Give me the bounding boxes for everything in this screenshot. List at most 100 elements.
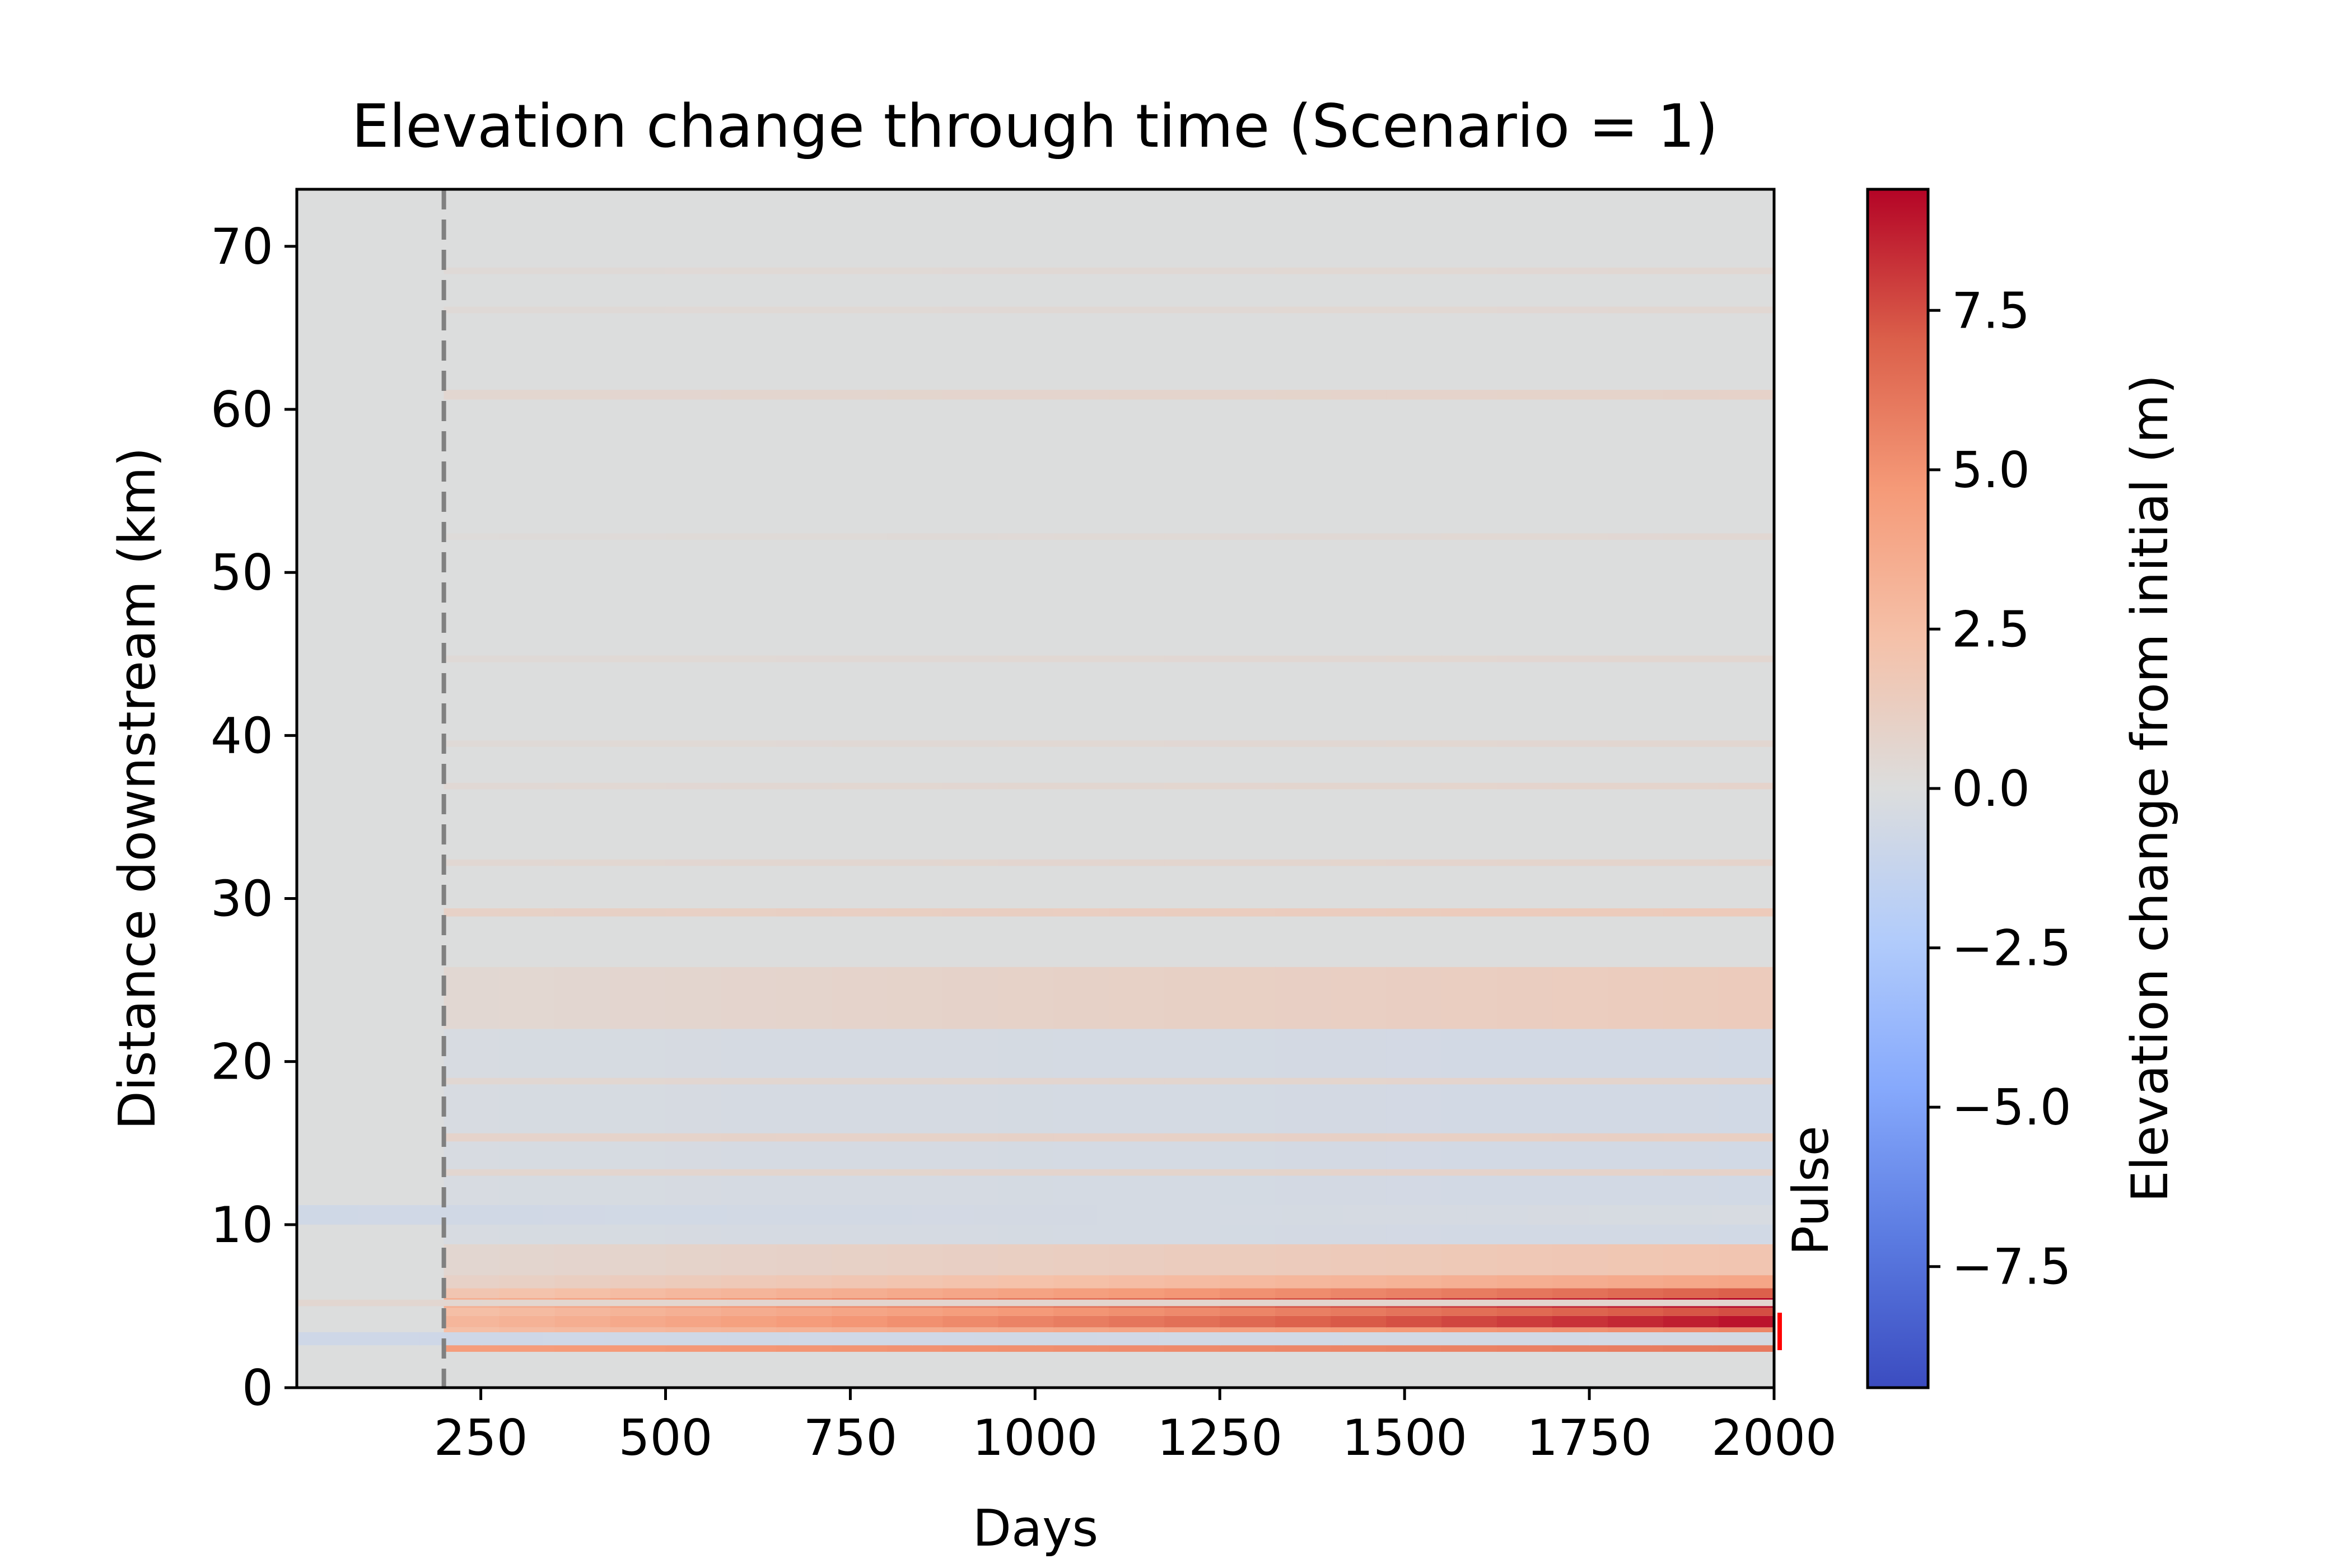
heatmap-cell (610, 267, 666, 274)
heatmap-cell (1497, 1133, 1553, 1142)
heatmap-cell (444, 1244, 500, 1276)
heatmap-cell (1552, 1077, 1609, 1085)
heatmap-cell (776, 1133, 833, 1142)
heatmap-cell (1719, 908, 1774, 917)
heatmap-cell (1552, 908, 1609, 917)
heatmap-cell (554, 740, 611, 747)
heatmap-cell (1663, 533, 1720, 540)
heatmap-cell (998, 859, 1054, 866)
heatmap-cell (887, 1315, 944, 1328)
heatmap-cell (610, 967, 666, 1029)
heatmap-cell (1275, 1308, 1332, 1316)
heatmap-cell (444, 740, 500, 747)
heatmap-cell (665, 1288, 722, 1298)
heatmap-cell (1164, 306, 1221, 314)
heatmap-cell (444, 655, 500, 662)
heatmap-cell (1220, 1288, 1276, 1298)
heatmap-cell (1220, 1244, 1276, 1276)
heatmap-cell (499, 1077, 556, 1085)
heatmap-cell (1651, 1332, 1714, 1346)
heatmap-cell (727, 1299, 790, 1306)
heatmap-cell (998, 1244, 1054, 1276)
heatmap-cell (721, 1169, 777, 1176)
heatmap-cell (444, 533, 500, 540)
y-tick-label: 50 (211, 544, 273, 601)
heatmap-cell (1552, 533, 1609, 540)
heatmap-cell (887, 908, 944, 917)
heatmap-cell (1466, 1205, 1529, 1225)
heatmap-cell (1053, 1244, 1110, 1276)
heatmap-cell (1109, 908, 1165, 917)
x-axis-label: Days (973, 1499, 1099, 1558)
heatmap-cell (1528, 1299, 1590, 1306)
heatmap-cell (1164, 1315, 1221, 1328)
heatmap-cell (942, 967, 999, 1029)
heatmap-cell (554, 1169, 611, 1176)
heatmap-cell (942, 267, 999, 274)
heatmap-cell (776, 967, 833, 1029)
heatmap-cell (1608, 390, 1664, 400)
heatmap-cell (1109, 1244, 1165, 1276)
heatmap-cell (721, 306, 777, 314)
heatmap-cell (1275, 1275, 1332, 1289)
heatmap-cell (1109, 533, 1165, 540)
heatmap-cell (1331, 1133, 1387, 1142)
heatmap-cell (998, 1308, 1054, 1316)
heatmap-cell (832, 1077, 888, 1085)
heatmap-cell (1164, 967, 1221, 1029)
heatmap-cell (1663, 267, 1720, 274)
heatmap-cell (665, 1308, 722, 1316)
heatmap-cell (1441, 390, 1498, 400)
heatmap-cell (721, 967, 777, 1029)
heatmap-cell (1275, 859, 1332, 866)
heatmap-cell (444, 1133, 500, 1142)
heatmap-cell (1331, 533, 1387, 540)
heatmap-cell (1386, 1133, 1443, 1142)
colorbar-label: Elevation change from initial (m) (2121, 375, 2180, 1203)
heatmap-cell (1552, 655, 1609, 662)
heatmap-cell (1331, 859, 1387, 866)
heatmap-cell (444, 306, 500, 314)
heatmap-cell (1331, 390, 1387, 400)
heatmap-cell (1497, 1169, 1553, 1176)
x-tick-label: 750 (803, 1409, 897, 1467)
heatmap-cell (1053, 1133, 1110, 1142)
heatmap-cell (887, 967, 944, 1029)
heatmap-cell (998, 740, 1054, 747)
heatmap-cell (543, 1332, 605, 1346)
heatmap-cell (1608, 1133, 1664, 1142)
heatmap-cell (887, 1244, 944, 1276)
heatmap-cell (1275, 306, 1332, 314)
heatmap-cell (721, 1133, 777, 1142)
heatmap-cell (665, 267, 722, 274)
heatmap-cell (1608, 967, 1664, 1029)
heatmap-cell (1053, 1308, 1110, 1316)
heatmap-cell (1109, 1308, 1165, 1316)
heatmap-cell (1441, 1288, 1498, 1298)
heatmap-cell (776, 1315, 833, 1328)
heatmap-cell (1220, 1169, 1276, 1176)
heatmap-bands (297, 267, 1774, 1352)
heatmap-cell (665, 1169, 722, 1176)
heatmap-cell (721, 1077, 777, 1085)
heatmap-cell (1719, 1077, 1774, 1085)
heatmap-cell (887, 1133, 944, 1142)
heatmap-cell (1528, 1332, 1590, 1346)
heatmap-cell (776, 782, 833, 790)
heatmap-cell (974, 1332, 1036, 1346)
heatmap-cell (1053, 967, 1110, 1029)
heatmap-cell (1719, 1133, 1774, 1142)
heatmap-cell (610, 782, 666, 790)
heatmap-cell (832, 908, 888, 917)
heatmap-cell (1275, 1288, 1332, 1298)
heatmap-cell (832, 390, 888, 400)
heatmap-cell (789, 1299, 852, 1306)
heatmap-cell (1719, 1244, 1774, 1276)
heatmap-cell (1497, 1077, 1553, 1085)
heatmap-cell (610, 1288, 666, 1298)
heatmap-cell (610, 1308, 666, 1316)
heatmap-cell (1053, 390, 1110, 400)
heatmap-cell (444, 390, 500, 400)
heatmap-cell (1220, 782, 1276, 790)
heatmap-cell (1158, 1205, 1221, 1225)
